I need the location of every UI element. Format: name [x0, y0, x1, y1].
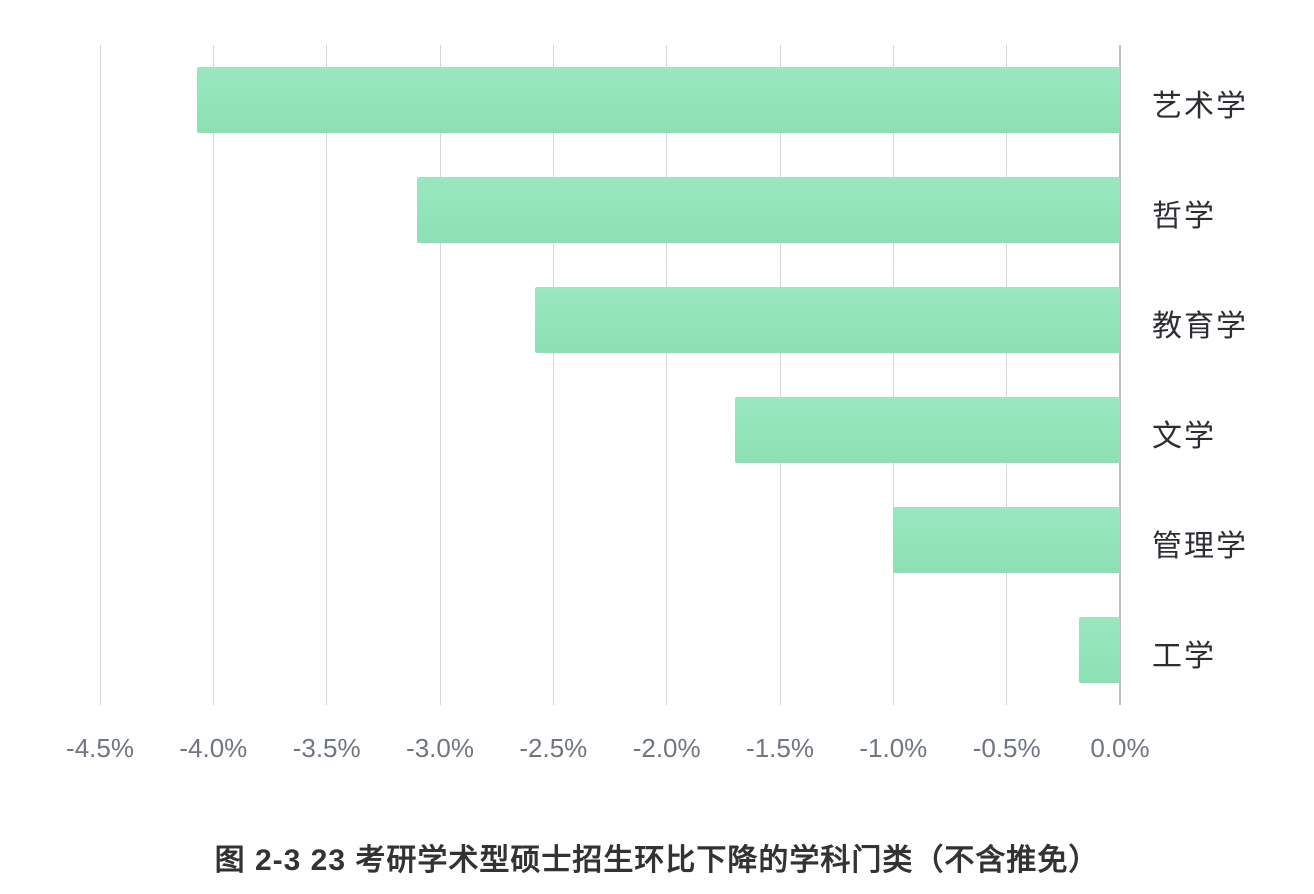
gridline: [553, 45, 554, 705]
axis-baseline: [1119, 45, 1121, 705]
gridline: [326, 45, 327, 705]
gridline: [780, 45, 781, 705]
x-tick-label: -2.0%: [633, 733, 701, 764]
bar: [735, 397, 1120, 463]
bar: [197, 67, 1120, 133]
gridline: [100, 45, 101, 705]
gridline: [213, 45, 214, 705]
gridline: [440, 45, 441, 705]
gridline: [1006, 45, 1007, 705]
bar: [535, 287, 1120, 353]
x-tick-label: -1.5%: [746, 733, 814, 764]
chart-container: -4.5% -4.0% -3.5% -3.0% -2.5% -2.0% -1.5% -1.0%…: [0, 0, 1314, 894]
category-label: 文学: [1152, 411, 1216, 455]
bar: [417, 177, 1120, 243]
x-tick-label: -0.5%: [973, 733, 1041, 764]
plot-area: -4.5%-4.0%-3.5%-3.0%-2.5%-2.0%-1.5%-1.0%…: [100, 45, 1120, 705]
bar: [893, 507, 1120, 573]
x-tick-label: -1.0%: [859, 733, 927, 764]
x-tick-label: -2.5%: [519, 733, 587, 764]
x-tick-label: -4.5%: [66, 733, 134, 764]
x-tick-label: -3.5%: [293, 733, 361, 764]
x-tick-label: -4.0%: [179, 733, 247, 764]
category-label: 工学: [1152, 631, 1216, 675]
gridline: [893, 45, 894, 705]
x-tick-label: -3.0%: [406, 733, 474, 764]
category-label: 教育学: [1152, 301, 1248, 345]
category-label: 管理学: [1152, 521, 1248, 565]
x-tick-label: 0.0%: [1090, 733, 1149, 764]
category-label: 艺术学: [1152, 81, 1248, 125]
gridline: [666, 45, 667, 705]
figure-caption: 图 2-3 23 考研学术型硕士招生环比下降的学科门类（不含推免）: [0, 835, 1314, 879]
bar: [1079, 617, 1120, 683]
category-label: 哲学: [1152, 191, 1216, 235]
